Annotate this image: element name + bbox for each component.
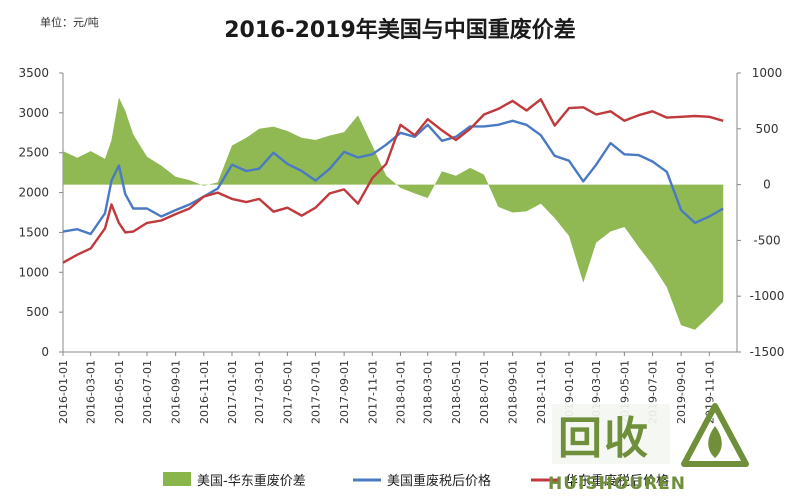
left-axis-tick-label: 2500 (18, 146, 49, 160)
right-axis-tick-label: 1000 (752, 66, 783, 80)
x-axis-tick-label: 2016-05-01 (113, 360, 126, 424)
line-series-us-price (62, 119, 724, 236)
x-axis-tick-label: 2017-05-01 (281, 360, 294, 424)
x-axis-tick-label: 2018-03-01 (422, 360, 435, 424)
x-axis-tick-label: 2018-09-01 (507, 360, 520, 424)
left-axis-tick-label: 500 (26, 305, 49, 319)
x-axis-tick-label: 2017-03-01 (253, 360, 266, 424)
left-axis-tick-label: 3500 (18, 66, 49, 80)
right-axis-tick-label: -500 (753, 233, 780, 247)
unit-label: 单位：元/吨 (40, 16, 99, 29)
legend-swatch-area (163, 472, 191, 486)
x-axis-tick-label: 2018-05-01 (450, 360, 463, 424)
x-axis-tick-label: 2016-11-01 (198, 360, 211, 424)
x-axis-tick-label: 2016-07-01 (141, 360, 154, 424)
watermark-icon-text: 回收 (558, 413, 650, 464)
chart-title: 2016-2019年美国与中国重废价差 (224, 18, 576, 43)
x-axis-tick-label: 2018-11-01 (535, 360, 548, 424)
right-axis-tick-label: 500 (756, 122, 779, 136)
right-axis-tick-label: -1000 (750, 289, 785, 303)
x-axis-tick-label: 2016-09-01 (170, 360, 183, 424)
left-axis-tick-label: 1500 (18, 225, 49, 239)
left-axis-tick-label: 1000 (18, 265, 49, 279)
x-axis-tick-label: 2017-09-01 (338, 360, 351, 424)
line-series-east-china-price (62, 98, 724, 264)
left-axis-tick-label: 0 (41, 345, 49, 359)
x-axis-tick-label: 2017-07-01 (310, 360, 323, 424)
area-series-spread (63, 97, 724, 330)
watermark-box (552, 404, 670, 464)
x-axis-tick-label: 2016-01-01 (57, 360, 70, 424)
x-axis-tick-label: 2018-01-01 (394, 360, 407, 424)
x-axis-tick-label: 2018-07-01 (478, 360, 491, 424)
legend-label: 美国重废税后价格 (387, 473, 491, 489)
leaf-triangle-icon (681, 403, 749, 467)
x-axis-tick-label: 2019-09-01 (675, 360, 688, 424)
right-axis-tick-label: 0 (763, 178, 771, 192)
x-axis-tick-label: 2016-03-01 (85, 360, 98, 424)
left-axis-tick-label: 2000 (18, 186, 49, 200)
left-axis-tick-label: 3000 (18, 106, 49, 120)
legend-label: 美国-华东重废价差 (197, 473, 306, 489)
x-axis-tick-label: 2017-01-01 (226, 360, 239, 424)
right-axis-tick-label: -1500 (750, 345, 785, 359)
x-axis-tick-label: 2017-11-01 (366, 360, 379, 424)
watermark-brand: HUISHOUREN (548, 474, 687, 494)
legend-label: 华东重废税后价格 (565, 473, 669, 489)
